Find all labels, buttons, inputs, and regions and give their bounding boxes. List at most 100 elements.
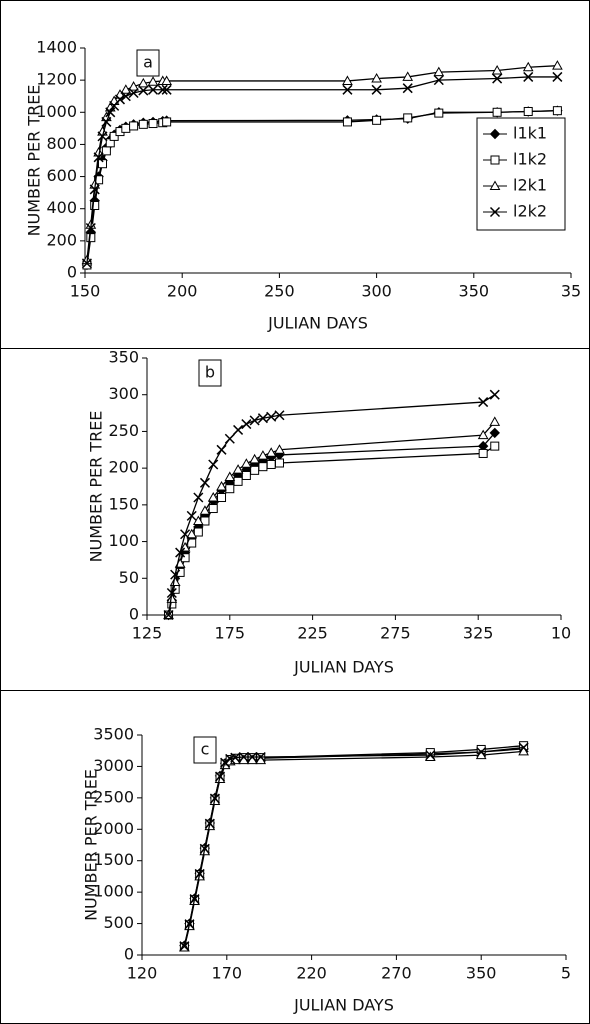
marker — [258, 462, 268, 472]
marker — [489, 416, 501, 426]
marker — [129, 121, 139, 131]
marker — [247, 751, 258, 763]
y-tick-label: 50 — [119, 568, 139, 587]
marker — [128, 87, 139, 99]
marker — [89, 184, 100, 195]
y-tick-label: 0 — [129, 605, 139, 624]
series-line — [183, 750, 524, 948]
y-tick-label: 1000 — [93, 882, 134, 901]
x-tick-label: 350 — [459, 282, 490, 301]
marker — [101, 116, 112, 127]
x-tick-label: 125 — [132, 624, 163, 643]
marker — [93, 152, 104, 163]
y-tick-label: 200 — [46, 230, 77, 249]
marker — [489, 180, 501, 190]
marker — [162, 117, 172, 127]
marker — [109, 131, 119, 141]
marker — [478, 397, 489, 408]
y-tick-label: 3000 — [93, 756, 134, 775]
annotation-box — [136, 49, 160, 77]
x-tick-label: 325 — [463, 624, 494, 643]
marker — [492, 73, 503, 84]
x-tick-label: 350 — [466, 964, 497, 983]
marker — [238, 751, 249, 763]
marker — [192, 515, 204, 526]
marker — [403, 113, 413, 123]
marker — [489, 389, 500, 400]
x-tick-label: 300 — [361, 282, 392, 301]
marker — [97, 159, 107, 169]
marker — [233, 476, 243, 486]
marker — [86, 233, 96, 243]
marker — [186, 510, 197, 521]
marker — [138, 119, 148, 129]
marker — [425, 750, 436, 761]
marker — [193, 492, 204, 503]
marker — [371, 84, 382, 95]
marker — [249, 453, 260, 464]
marker — [233, 424, 244, 435]
marker — [147, 76, 159, 86]
y-tick-label: 0 — [67, 263, 77, 282]
x-axis-label: JULIAN DAYS — [293, 658, 394, 677]
legend-label: l2k2 — [513, 202, 547, 221]
marker — [179, 941, 190, 952]
y-tick-label: 2500 — [93, 787, 134, 806]
marker — [114, 94, 126, 105]
marker — [490, 155, 500, 165]
marker — [523, 71, 534, 82]
series-line — [86, 76, 558, 264]
x-tick-label: 250 — [264, 282, 295, 301]
marker — [266, 411, 277, 422]
marker — [121, 123, 131, 133]
y-tick-label: 600 — [46, 166, 77, 185]
marker — [433, 66, 445, 77]
marker — [241, 470, 251, 480]
marker — [274, 410, 285, 421]
marker — [199, 505, 211, 515]
marker — [114, 89, 126, 99]
y-tick-label: 1000 — [36, 102, 77, 121]
marker — [220, 757, 231, 768]
marker — [433, 75, 444, 86]
series-line — [183, 746, 524, 947]
marker — [402, 71, 414, 81]
marker — [241, 419, 252, 430]
marker — [402, 83, 413, 94]
y-axis-label: NUMBER PER TREE — [82, 769, 101, 921]
annotation-box — [198, 359, 222, 387]
marker — [342, 75, 353, 85]
marker — [225, 484, 235, 494]
x-tick-label: 200 — [167, 282, 198, 301]
marker — [170, 569, 181, 580]
marker — [105, 107, 116, 118]
marker — [491, 64, 503, 75]
marker — [342, 117, 352, 127]
marker — [216, 480, 227, 491]
marker — [97, 131, 108, 142]
marker — [180, 553, 190, 563]
marker — [207, 491, 219, 502]
annotation: c — [201, 740, 210, 759]
x-tick-label: 220 — [296, 964, 327, 983]
legend-label: l1k1 — [513, 124, 547, 143]
x-tick-label: 170 — [212, 964, 243, 983]
series-line — [183, 748, 524, 946]
x-tick-label: 35 — [561, 282, 581, 301]
marker — [199, 843, 210, 854]
marker — [137, 77, 149, 88]
y-tick-label: 400 — [46, 198, 77, 217]
marker — [489, 128, 501, 140]
y-tick-label: 2000 — [93, 819, 134, 838]
y-tick-label: 300 — [108, 384, 139, 403]
x-tick-label: 5 — [561, 964, 571, 983]
annotation: a — [143, 53, 153, 72]
marker — [101, 146, 111, 156]
y-tick-label: 800 — [46, 134, 77, 153]
marker — [186, 528, 198, 539]
marker — [175, 547, 186, 558]
x-tick-label: 150 — [70, 282, 101, 301]
marker — [255, 751, 266, 763]
y-tick-label: 0 — [124, 945, 134, 964]
series-line — [167, 445, 496, 616]
